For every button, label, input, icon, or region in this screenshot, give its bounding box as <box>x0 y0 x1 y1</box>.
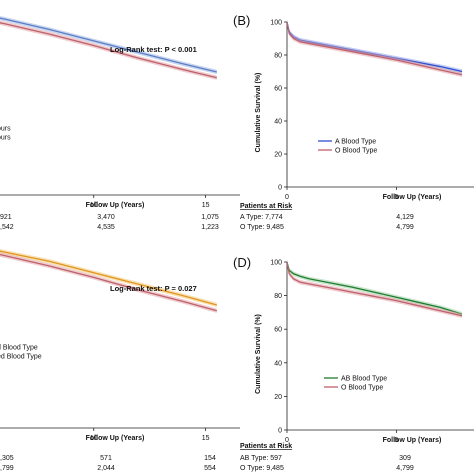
plot-area <box>287 259 463 318</box>
series-line-1 <box>0 253 217 312</box>
series-band-0 <box>0 15 217 75</box>
panel-label: (B) <box>233 13 250 28</box>
risk-value-1-2: 1,223 <box>201 224 219 231</box>
y-tick-label: 0 <box>278 185 282 192</box>
log-rank-annotation: Log-Rank test: P < 0.001 <box>110 45 197 54</box>
risk-value-0-2: 154 <box>204 455 216 462</box>
y-axis-label: Cumulative Survival (%) <box>255 73 262 153</box>
risk-value-1-0: ,542 <box>0 224 14 231</box>
x-tick-label: 10 <box>90 202 98 209</box>
series-line-0 <box>0 250 217 306</box>
x-tick-label: 5 <box>394 437 398 444</box>
x-tick-label: 10 <box>90 435 98 442</box>
x-axis-label: Follow Up (Years) <box>383 437 442 444</box>
risk-value-0-0: 309 <box>399 455 411 462</box>
risk-value-1-2: 554 <box>204 465 216 472</box>
plot-area <box>0 15 217 80</box>
y-tick-label: 40 <box>274 360 282 367</box>
series-band-1 <box>0 252 217 313</box>
risk-value-1-1: 4,535 <box>97 224 115 231</box>
risk-value-0-2: 1,075 <box>201 214 219 221</box>
risk-row-label-1: O Type: 9,485 <box>240 465 284 472</box>
legend-label-0: ours <box>0 126 11 133</box>
risk-value-0-0: ,305 <box>0 455 14 462</box>
risk-table-header: Patients at Risk <box>240 203 292 210</box>
series-band-1 <box>287 19 462 77</box>
legend-label-1: O Blood Type <box>335 148 377 155</box>
risk-table-header: Patients at Risk <box>240 443 292 450</box>
series-line-1 <box>287 261 463 317</box>
legend-label-0: AB Blood Type <box>341 376 387 383</box>
risk-value-1-0: ,799 <box>0 465 14 472</box>
log-rank-annotation: Log-Rank test: P = 0.027 <box>110 284 197 293</box>
y-tick-label: 20 <box>274 152 282 159</box>
legend-label-0: d Blood Type <box>0 345 38 352</box>
x-axis-label: Follow Up (Years) <box>383 194 442 201</box>
y-tick-label: 80 <box>274 293 282 300</box>
y-tick-label: 100 <box>270 260 282 267</box>
x-axis-label: Follow Up (Years) <box>86 435 145 442</box>
x-tick-label: 5 <box>394 194 398 201</box>
risk-row-label-0: A Type: 7,774 <box>240 214 283 221</box>
y-tick-label: 60 <box>274 86 282 93</box>
panel-label: (D) <box>233 255 251 270</box>
series-line-0 <box>287 261 463 315</box>
plot-area <box>287 19 463 77</box>
y-tick-label: 0 <box>278 428 282 435</box>
plot-area <box>0 248 217 313</box>
series-line-1 <box>287 21 463 76</box>
y-tick-label: 20 <box>274 394 282 401</box>
legend-label-1: ed Blood Type <box>0 354 42 361</box>
series-band-1 <box>0 20 217 80</box>
y-tick-label: 40 <box>274 119 282 126</box>
risk-row-label-1: O Type: 9,485 <box>240 224 284 231</box>
x-axis-label: Follow Up (Years) <box>86 202 145 209</box>
legend-label-1: O Blood Type <box>341 385 383 392</box>
x-tick-label: 0 <box>285 194 289 201</box>
y-tick-label: 60 <box>274 327 282 334</box>
legend-label-1: ours <box>0 135 11 142</box>
legend-label-0: A Blood Type <box>335 139 376 146</box>
risk-value-1-0: 4,799 <box>396 465 414 472</box>
x-tick-label: 15 <box>202 202 210 209</box>
y-tick-label: 100 <box>270 20 282 27</box>
y-tick-label: 80 <box>274 53 282 60</box>
risk-value-0-0: 921 <box>0 214 12 221</box>
risk-value-0-1: 571 <box>100 455 112 462</box>
risk-value-1-0: 4,799 <box>396 224 414 231</box>
series-line-0 <box>0 17 217 73</box>
y-axis-label: Cumulative Survival (%) <box>255 314 262 394</box>
series-band-0 <box>287 19 462 74</box>
x-tick-label: 0 <box>285 437 289 444</box>
risk-value-1-1: 2,044 <box>97 465 115 472</box>
x-tick-label: 15 <box>202 435 210 442</box>
series-line-1 <box>0 22 217 79</box>
series-band-0 <box>0 248 217 308</box>
risk-value-0-1: 3,470 <box>97 214 115 221</box>
risk-value-0-0: 4,129 <box>396 214 414 221</box>
risk-row-label-0: AB Type: 597 <box>240 455 282 462</box>
